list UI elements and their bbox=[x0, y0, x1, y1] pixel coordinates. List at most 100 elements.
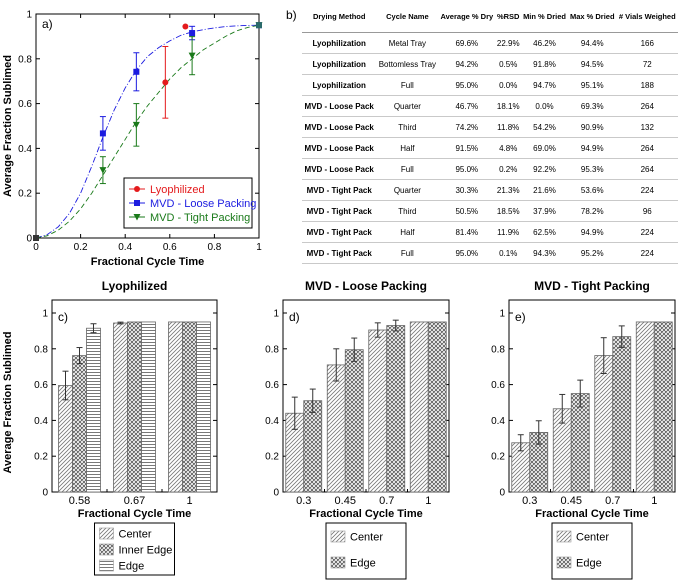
y-tick-label: 1 bbox=[26, 10, 32, 21]
bar bbox=[72, 355, 87, 493]
table-cell: 0.1% bbox=[495, 242, 522, 264]
legend-box bbox=[123, 177, 253, 229]
table-cell: MVD - Loose Pack bbox=[302, 137, 377, 159]
y-tick-label: 0 bbox=[273, 488, 279, 499]
table-cell: 224 bbox=[616, 179, 678, 201]
legend-marker bbox=[133, 214, 141, 221]
x-tick-label: 1 bbox=[256, 242, 262, 253]
table-cell: Full bbox=[376, 158, 439, 180]
table-cell: 264 bbox=[616, 158, 678, 180]
bar bbox=[141, 321, 156, 493]
table-cell: 21.3% bbox=[495, 179, 522, 201]
y-tick-label: 0.6 bbox=[34, 380, 48, 391]
y-tick-label: 0.8 bbox=[34, 344, 48, 355]
x-tick-label: 0.67 bbox=[124, 495, 145, 507]
y-tick-label: 0.6 bbox=[18, 99, 32, 110]
table-header-row: Drying Method Cycle Name Average % Dry %RSD… bbox=[302, 2, 678, 33]
table-cell: 224 bbox=[616, 221, 678, 243]
table-cell: 92.2% bbox=[521, 158, 568, 180]
bar bbox=[196, 321, 211, 493]
table-header-cell: Average % Dry bbox=[438, 2, 496, 33]
table-cell: Quarter bbox=[376, 95, 439, 117]
legend-swatch bbox=[99, 527, 114, 540]
table-cell: 188 bbox=[616, 74, 678, 96]
table-cell: 95.0% bbox=[438, 242, 496, 264]
x-axis-label: Fractional Cycle Time bbox=[91, 256, 205, 268]
data-point bbox=[256, 22, 262, 29]
table-cell: Third bbox=[376, 116, 439, 138]
table-row: MVD - Tight Pack Quarter 30.3% 21.3% 21.6% 53… bbox=[302, 179, 678, 201]
data-point bbox=[99, 167, 107, 174]
table-cell: MVD - Tight Pack bbox=[302, 200, 377, 222]
y-tick-label: 1 bbox=[499, 309, 505, 320]
table-cell: 94.4% bbox=[567, 32, 617, 54]
table-cell: MVD - Tight Pack bbox=[302, 242, 377, 264]
data-point bbox=[99, 130, 106, 137]
table-cell: 69.3% bbox=[567, 95, 617, 117]
x-tick-label: 0.2 bbox=[74, 242, 88, 253]
table-cell: 95.1% bbox=[567, 74, 617, 96]
table-cell: 18.5% bbox=[495, 200, 522, 222]
chart-title: MVD - Loose Packing bbox=[305, 279, 427, 293]
table-cell: 94.7% bbox=[521, 74, 568, 96]
summary-table-panel: b) Drying Method Cycle Name Average % Dry%… bbox=[282, 2, 680, 264]
bar bbox=[58, 385, 73, 493]
table-cell: Half bbox=[376, 221, 439, 243]
table-cell: 132 bbox=[616, 116, 678, 138]
table-cell: 264 bbox=[616, 137, 678, 159]
bar bbox=[594, 355, 614, 493]
y-tick-label: 0.2 bbox=[34, 452, 48, 463]
bar bbox=[653, 321, 673, 493]
legend-label: Edge bbox=[576, 558, 602, 570]
table-row: Lyophilization Full 95.0% 0.0% 94.7% 95.1% 188 bbox=[302, 74, 678, 96]
legend-swatch bbox=[99, 543, 114, 556]
x-tick-label: 0.3 bbox=[296, 495, 311, 507]
bar bbox=[635, 321, 655, 493]
table-cell: 95.2% bbox=[567, 242, 617, 264]
x-tick-label: 0.3 bbox=[522, 495, 537, 507]
data-point bbox=[189, 30, 196, 37]
data-point bbox=[132, 121, 140, 129]
table-cell: 264 bbox=[616, 95, 678, 117]
y-axis-label: Average Fraction Sublimed bbox=[2, 331, 14, 473]
panel-label: e) bbox=[515, 310, 526, 324]
legend-marker bbox=[134, 186, 140, 192]
y-tick-label: 0 bbox=[26, 234, 32, 245]
table-cell: 4.8% bbox=[495, 137, 522, 159]
table-cell: 90.9% bbox=[567, 116, 617, 138]
table-cell: 46.2% bbox=[521, 32, 568, 54]
table-cell: 0.2% bbox=[495, 158, 522, 180]
data-point bbox=[182, 23, 189, 30]
x-axis-label: Fractional Cycle Time bbox=[309, 508, 423, 520]
table-cell: 94.9% bbox=[567, 221, 617, 243]
data-point bbox=[188, 52, 196, 60]
y-tick-label: 0.4 bbox=[34, 416, 48, 427]
x-tick-label: 1 bbox=[651, 495, 657, 507]
table-cell: 81.4% bbox=[438, 221, 496, 243]
table-cell: Half bbox=[376, 137, 439, 159]
x-tick-label: 0.45 bbox=[335, 495, 356, 507]
legend-label: MVD - Tight Packing bbox=[150, 212, 250, 224]
table-cell: 69.0% bbox=[521, 137, 568, 159]
bar bbox=[344, 349, 364, 493]
plot-frame bbox=[35, 13, 260, 239]
bar bbox=[182, 321, 197, 493]
legend-marker bbox=[134, 200, 140, 206]
y-tick-label: 0.4 bbox=[265, 416, 279, 427]
y-tick-label: 1 bbox=[42, 309, 48, 320]
table-cell: 74.2% bbox=[438, 116, 496, 138]
table-cell: 11.8% bbox=[495, 116, 522, 138]
table-cell: 94.2% bbox=[438, 53, 496, 75]
table-cell: 94.5% bbox=[567, 53, 617, 75]
table-cell: Quarter bbox=[376, 179, 439, 201]
table-cell: 91.8% bbox=[521, 53, 568, 75]
panel-label: d) bbox=[289, 310, 300, 324]
table-cell: 0.5% bbox=[495, 53, 522, 75]
table-cell: 91.5% bbox=[438, 137, 496, 159]
bar bbox=[326, 364, 346, 493]
data-point bbox=[133, 68, 140, 75]
table-cell: 21.6% bbox=[521, 179, 568, 201]
table-cell: 22.9% bbox=[495, 32, 522, 54]
y-tick-label: 0.8 bbox=[265, 344, 279, 355]
